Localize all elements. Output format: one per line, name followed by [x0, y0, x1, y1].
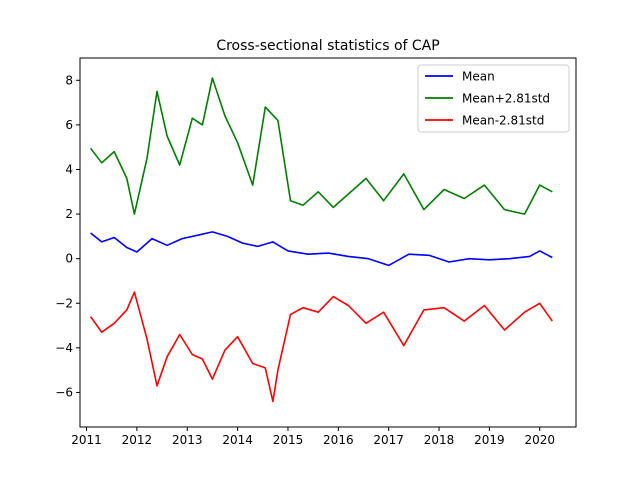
legend-box — [417, 64, 570, 133]
x-tick-label: 2014 — [222, 433, 253, 447]
x-tick-label: 2020 — [524, 433, 555, 447]
x-tick-label: 2011 — [71, 433, 102, 447]
legend-label: Mean-2.81std — [462, 114, 544, 128]
series-layer — [89, 77, 553, 403]
x-axis: 2011 2012 2013 2014 2015 2016 2017 2018 2019 2020 — [71, 427, 555, 447]
x-tick-label: 2018 — [424, 433, 455, 447]
y-tick-label: −6 — [55, 385, 73, 399]
y-tick-label: 4 — [65, 162, 73, 176]
series-line-2 — [89, 291, 553, 403]
legend-label: Mean+2.81std — [462, 92, 550, 106]
y-axis: −6 −4 −2 0 2 4 6 8 — [55, 73, 80, 399]
legend-label: Mean — [462, 70, 495, 84]
x-tick-label: 2013 — [172, 433, 203, 447]
y-tick-label: 6 — [65, 118, 73, 132]
chart-title: Cross-sectional statistics of CAP — [216, 38, 439, 54]
series-line-1 — [89, 77, 553, 215]
x-tick-label: 2016 — [323, 433, 354, 447]
y-tick-label: −2 — [55, 296, 73, 310]
x-tick-label: 2012 — [122, 433, 153, 447]
y-tick-label: 0 — [65, 252, 73, 266]
y-tick-label: −4 — [55, 341, 73, 355]
series-line-0 — [90, 231, 553, 267]
x-tick-label: 2019 — [474, 433, 505, 447]
y-tick-label: 8 — [65, 73, 73, 87]
plot-frame — [79, 57, 577, 428]
x-tick-label: 2017 — [373, 433, 404, 447]
y-tick-label: 2 — [65, 207, 73, 221]
legend: Mean Mean+2.81std Mean-2.81std — [417, 64, 570, 133]
x-tick-label: 2015 — [273, 433, 304, 447]
